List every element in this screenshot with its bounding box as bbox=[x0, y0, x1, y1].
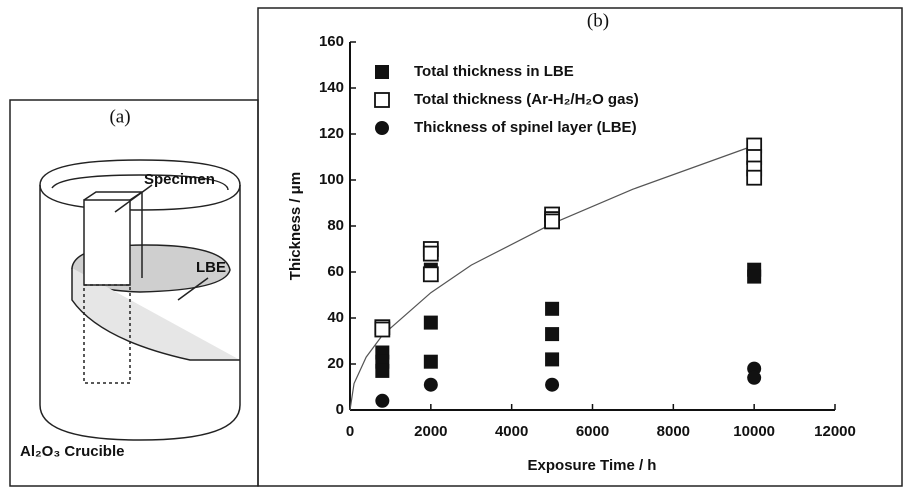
diagram-label: Al₂O₃ Crucible bbox=[20, 443, 124, 460]
data-point bbox=[545, 327, 560, 342]
data-point bbox=[375, 393, 390, 408]
data-point bbox=[422, 245, 439, 262]
data-point bbox=[545, 352, 560, 367]
y-tick-label: 20 bbox=[327, 355, 344, 372]
legend-marker bbox=[374, 92, 390, 108]
data-point bbox=[422, 266, 439, 283]
x-tick-label: 6000 bbox=[576, 423, 609, 440]
panel-label: (a) bbox=[109, 106, 130, 127]
y-tick-label: 60 bbox=[327, 263, 344, 280]
fit-curve bbox=[349, 144, 755, 411]
data-point bbox=[374, 321, 391, 338]
y-tick-label: 160 bbox=[319, 33, 344, 50]
legend-marker bbox=[375, 65, 389, 79]
y-tick-label: 140 bbox=[319, 79, 344, 96]
chart-title: (b) bbox=[587, 10, 609, 31]
data-point bbox=[746, 169, 763, 186]
panel-b-frame bbox=[257, 7, 903, 487]
legend-marker bbox=[375, 121, 389, 135]
y-tick-label: 80 bbox=[327, 217, 344, 234]
data-point bbox=[423, 377, 438, 392]
data-point bbox=[423, 315, 438, 330]
data-point bbox=[545, 377, 560, 392]
x-tick-label: 8000 bbox=[657, 423, 690, 440]
x-tick-label: 2000 bbox=[414, 423, 447, 440]
data-point bbox=[747, 370, 762, 385]
data-point bbox=[375, 363, 390, 378]
legend-label: Total thickness (Ar-H₂/H₂O gas) bbox=[414, 91, 639, 108]
x-tick-label: 0 bbox=[346, 423, 354, 440]
y-tick-label: 120 bbox=[319, 125, 344, 142]
y-tick-label: 100 bbox=[319, 171, 344, 188]
data-point bbox=[544, 213, 560, 230]
plot: 0 20 40 60 80 100 120 140 160 0 2000 4000 6000 8000 10… bbox=[319, 33, 856, 440]
diagram-label: LBE bbox=[196, 259, 226, 276]
legend-label: Thickness of spinel layer (LBE) bbox=[414, 119, 637, 136]
x-tick-label: 10000 bbox=[733, 423, 775, 440]
data-point bbox=[423, 354, 438, 369]
y-axis-label: Thickness / μm bbox=[287, 172, 304, 280]
data-point bbox=[747, 269, 762, 284]
crucible-diagram bbox=[39, 159, 241, 441]
y-tick-label: 0 bbox=[336, 401, 344, 418]
x-axis-label: Exposure Time / h bbox=[528, 457, 657, 474]
legend-label: Total thickness in LBE bbox=[414, 63, 574, 80]
y-tick-label: 40 bbox=[327, 309, 344, 326]
diagram-label: Specimen bbox=[144, 171, 215, 188]
x-tick-label: 12000 bbox=[814, 423, 856, 440]
data-point bbox=[545, 301, 560, 316]
x-tick-label: 4000 bbox=[495, 423, 528, 440]
